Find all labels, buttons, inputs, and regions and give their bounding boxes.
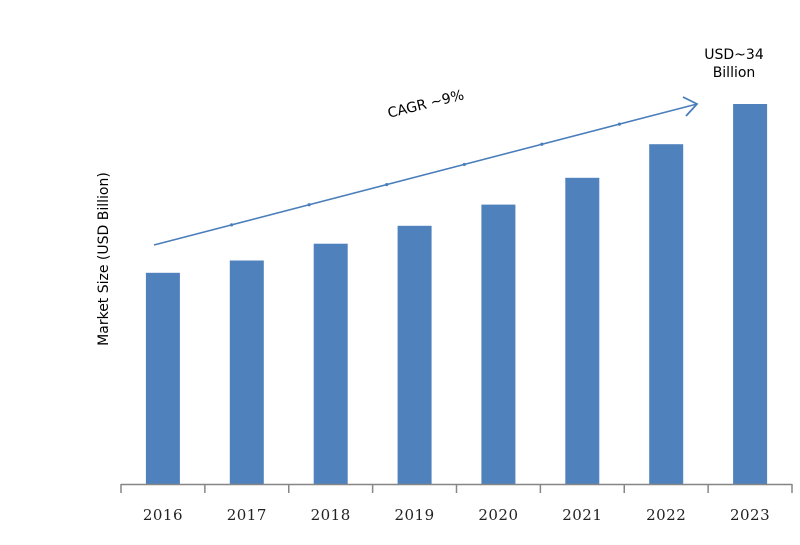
annotation-line-2: Billion [712, 65, 756, 81]
x-axis [120, 483, 793, 493]
x-tick-label: 2022 [646, 506, 687, 524]
annotation-line-1: USD~34 [704, 47, 764, 63]
x-tick-label: 2017 [226, 506, 267, 524]
x-tick-label: 2019 [394, 506, 435, 524]
bar-2020 [481, 204, 516, 484]
trend-dot [385, 182, 389, 187]
bar-2021 [565, 177, 600, 485]
bars-group [145, 104, 768, 485]
trend-dot [462, 162, 466, 167]
x-tick-label: 2018 [310, 506, 351, 524]
bar-2016 [145, 272, 180, 484]
trend-line [153, 103, 698, 246]
trend-dot [307, 203, 311, 207]
y-axis-label: Market Size (USD Billion) [96, 172, 112, 346]
trend-dot [540, 142, 544, 146]
x-tick-label: 2020 [478, 506, 519, 524]
bar-2023 [733, 104, 768, 484]
x-tick-label: 2023 [729, 506, 771, 524]
x-tick-label: 2021 [562, 506, 603, 524]
trend-dot [229, 223, 234, 227]
bar-2022 [649, 144, 684, 484]
bar-2017 [229, 260, 264, 484]
arrowhead-icon [682, 96, 699, 117]
cagr-trend-arrow [153, 96, 699, 246]
bar-2018 [313, 243, 348, 484]
bar-2019 [397, 225, 432, 485]
trend-dot [617, 122, 622, 126]
x-tick-label: 2016 [142, 506, 184, 524]
final-value-annotation: USD~34 Billion [694, 46, 774, 82]
